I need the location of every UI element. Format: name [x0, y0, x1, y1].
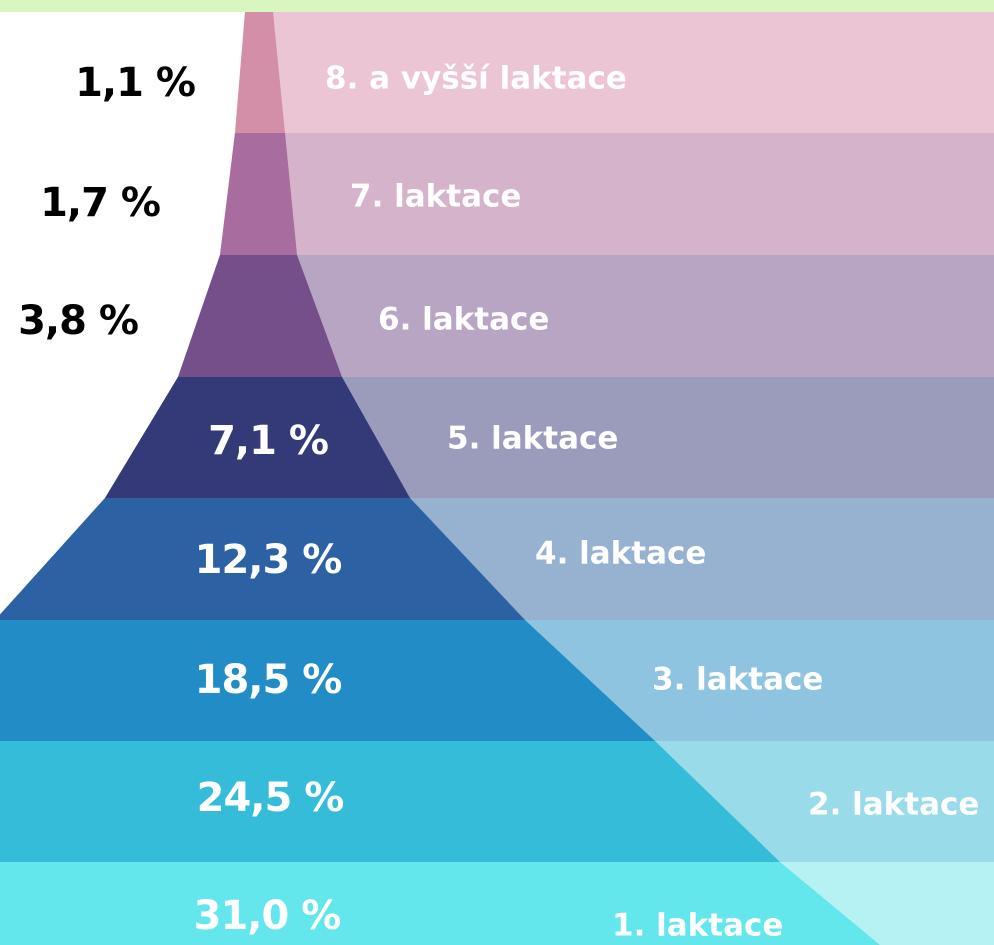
white-margin	[0, 498, 105, 620]
percent-label: 3,8 %	[18, 298, 138, 344]
white-margin	[0, 133, 235, 255]
layer-label: 8. a vyšší laktace	[325, 61, 627, 97]
white-margin	[0, 255, 220, 377]
top-strip	[0, 0, 994, 12]
pyramid-layer	[220, 133, 297, 255]
percent-label: 31,0 %	[194, 893, 341, 939]
percent-label: 24,5 %	[197, 775, 344, 821]
pyramid-layer	[0, 741, 780, 862]
white-margin	[0, 12, 245, 133]
layer-label: 6. laktace	[378, 302, 549, 338]
pyramid-layer	[0, 620, 655, 741]
layer-label: 7. laktace	[350, 179, 521, 215]
layer-label: 1. laktace	[612, 908, 783, 944]
percent-label: 7,1 %	[208, 418, 328, 464]
percent-label: 18,5 %	[195, 657, 342, 703]
white-margin	[0, 377, 178, 498]
pyramid-layer	[0, 498, 525, 620]
percent-label: 12,3 %	[195, 537, 342, 583]
pyramid-layer	[235, 12, 285, 133]
pyramid-layer	[178, 255, 342, 377]
layer-label: 4. laktace	[535, 536, 706, 572]
percent-label: 1,1 %	[75, 60, 195, 106]
layer-label: 5. laktace	[447, 421, 618, 457]
pyramid-layer	[0, 862, 880, 945]
layer-label: 3. laktace	[652, 662, 823, 698]
layer-label: 2. laktace	[808, 787, 979, 823]
percent-label: 1,7 %	[40, 180, 160, 226]
pyramid-layer	[105, 377, 410, 498]
